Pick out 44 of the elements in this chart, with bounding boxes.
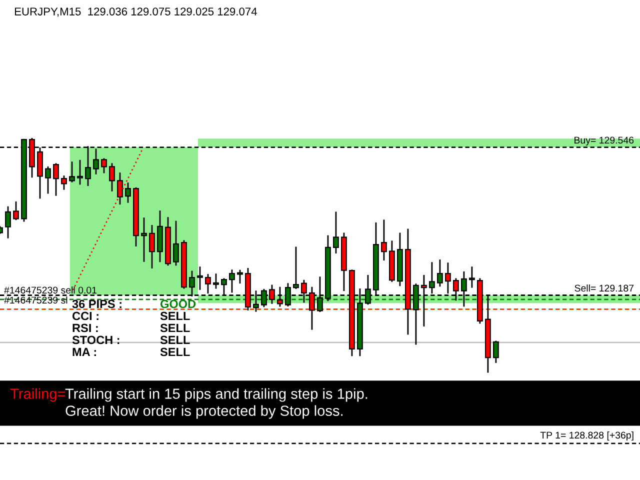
- annotation: SELL: [160, 336, 190, 344]
- text: TP 1= 128.828 [+36p]: [540, 431, 634, 441]
- candlestick: [173, 220, 179, 266]
- candlestick: [125, 182, 131, 203]
- candlestick: [468, 266, 475, 288]
- candlestick: [149, 225, 155, 268]
- candlestick: [13, 201, 19, 220]
- text: Great! Now order is protected by Stop loss.: [66, 405, 342, 419]
- candlestick: [45, 166, 51, 194]
- candlestick: [492, 340, 499, 363]
- annotation: MA :: [72, 348, 96, 356]
- text: Trailing=: [10, 388, 66, 402]
- candlestick: [213, 274, 219, 289]
- candlestick: [77, 160, 83, 185]
- annotation: #146475239 sell 0.01: [4, 286, 97, 294]
- candlestick: [197, 266, 203, 290]
- candlestick: [69, 162, 75, 182]
- candlestick: [109, 163, 115, 192]
- candlestick: [93, 148, 99, 174]
- annotation: SELL: [160, 312, 190, 320]
- candlestick: [101, 158, 107, 174]
- text: Trailing start in 15 pips and trailing step is 1pip.: [65, 388, 368, 402]
- candlestick: [293, 246, 299, 289]
- annotation: 36 PIPS :: [72, 300, 122, 308]
- text: Sell= 129.187: [574, 284, 634, 292]
- candlestick: [380, 220, 387, 260]
- text: Buy= 129.546: [574, 136, 634, 146]
- chart-title: EURJPY,M15 129.036 129.075 129.025 129.074: [14, 8, 257, 17]
- candlestick: [5, 206, 11, 238]
- candlestick: [333, 212, 339, 254]
- candlestick: [436, 260, 443, 287]
- candlestick: [229, 270, 235, 293]
- annotation: GOOD: [160, 300, 196, 308]
- annotation: CCI :: [72, 312, 98, 320]
- candlestick: [205, 274, 211, 294]
- candlestick: [53, 163, 59, 196]
- candlestick: [117, 172, 123, 204]
- candlestick: [141, 218, 147, 262]
- candlestick: [61, 176, 67, 190]
- annotation: SELL: [160, 324, 190, 332]
- candlestick: [237, 270, 243, 284]
- annotation: RSI :: [72, 324, 98, 332]
- annotation: SELL: [160, 348, 190, 356]
- annotation: STOCH :: [72, 336, 120, 344]
